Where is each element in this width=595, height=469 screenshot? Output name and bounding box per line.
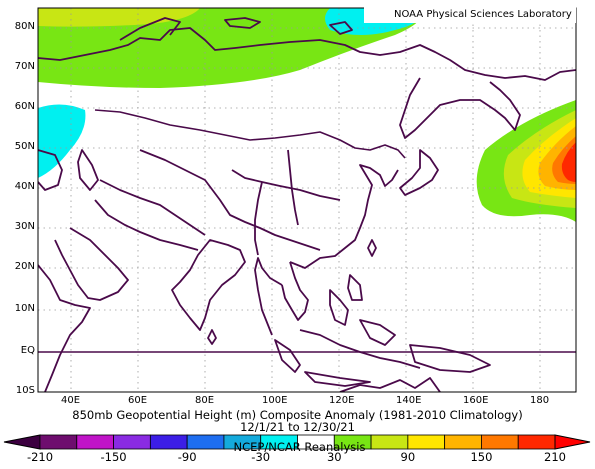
colorbar-arrow-right bbox=[554, 434, 591, 450]
colorbar-tick-label: -150 bbox=[100, 450, 127, 464]
lon-label: 120E bbox=[329, 395, 355, 406]
colorbar-tick-label: -210 bbox=[26, 450, 54, 464]
colorbar-tick-label: 210 bbox=[544, 450, 566, 464]
coastlines bbox=[38, 17, 576, 392]
anomaly-positive-pacific-6 bbox=[561, 142, 576, 182]
gridlines bbox=[38, 8, 576, 392]
source-label: NCEP/NCAR Reanalysis bbox=[233, 440, 366, 454]
colorbar bbox=[3, 434, 591, 450]
credit-label: NOAA Physical Sciences Laboratory bbox=[364, 6, 576, 23]
colorbar-tick-label: -30 bbox=[251, 450, 271, 464]
anomaly-positive-arctic-yellow bbox=[38, 8, 200, 27]
lon-label: 100E bbox=[262, 395, 288, 406]
lat-label: 10S bbox=[15, 385, 35, 396]
lat-label: 80N bbox=[14, 21, 35, 32]
lon-label: 140E bbox=[396, 395, 422, 406]
lon-label: 80E bbox=[195, 395, 215, 406]
lat-label: 40N bbox=[14, 181, 35, 192]
date-range: 12/1/21 to 12/30/21 bbox=[240, 420, 355, 434]
lat-label: 20N bbox=[14, 261, 35, 272]
lon-label: 40E bbox=[61, 395, 81, 406]
lat-label: 70N bbox=[14, 61, 35, 72]
lat-label: 50N bbox=[14, 141, 35, 152]
lon-label: 180 bbox=[530, 395, 550, 406]
anomaly-negative-west bbox=[38, 104, 86, 178]
lat-label: 10N bbox=[14, 303, 35, 314]
colorbar-tick-label: 90 bbox=[400, 450, 416, 464]
lon-label: 160E bbox=[463, 395, 489, 406]
colorbar-tick-label: 30 bbox=[326, 450, 342, 464]
lon-label: 60E bbox=[128, 395, 148, 406]
lat-label: EQ bbox=[20, 345, 35, 356]
lat-label: 60N bbox=[14, 101, 35, 112]
colorbar-tick-label: 150 bbox=[470, 450, 493, 464]
colorbar-tick-label: -90 bbox=[177, 450, 197, 464]
lat-label: 30N bbox=[14, 221, 35, 232]
map-title: 850mb Geopotential Height (m) Composite … bbox=[72, 408, 523, 422]
plot-frame bbox=[37, 7, 577, 393]
